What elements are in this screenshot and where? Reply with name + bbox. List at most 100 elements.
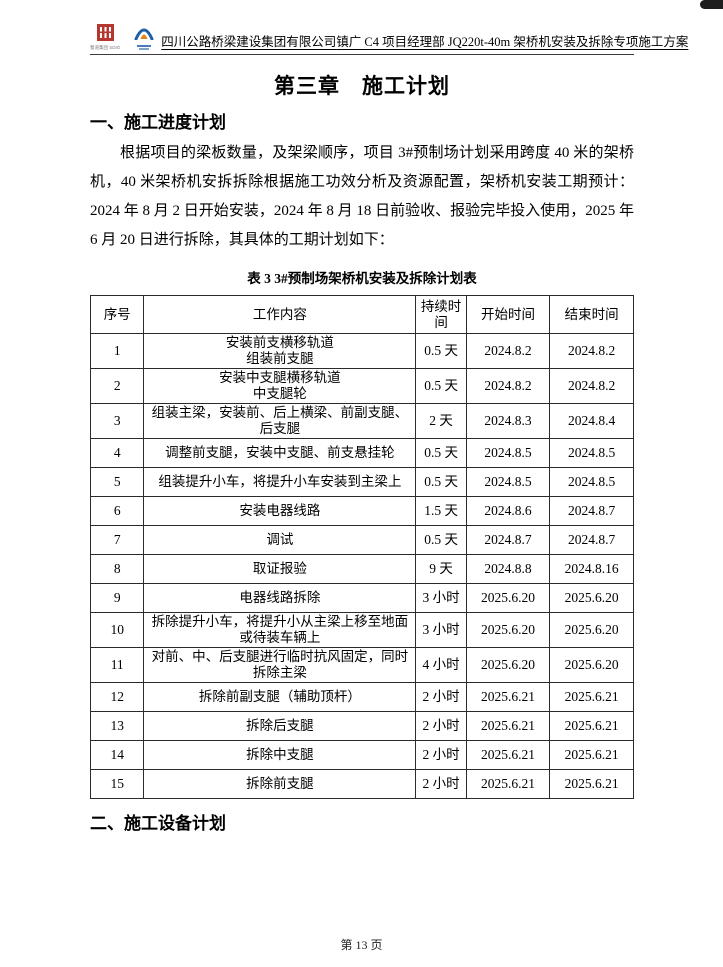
row-number-cell: 5 (89, 467, 145, 497)
work-content-cell: 安装电器线路 (143, 496, 417, 526)
work-content-cell: 取证报验 (143, 554, 417, 584)
duration-cell: 0.5 天 (415, 438, 467, 468)
column-header: 开始时间 (465, 295, 551, 334)
column-header: 持续时间 (415, 295, 467, 334)
section-heading-equipment: 二、施工设备计划 (90, 814, 226, 833)
row-number-cell: 3 (89, 403, 145, 439)
end-date-cell: 2025.6.20 (549, 647, 634, 683)
end-date-cell: 2024.8.7 (549, 525, 634, 555)
work-content-cell: 拆除后支腿 (143, 711, 417, 741)
table-caption: 表 3 3#预制场架桥机安装及拆除计划表 (247, 271, 477, 286)
work-content-cell: 安装中支腿横移轨道 中支腿轮 (143, 368, 417, 404)
start-date-cell: 2025.6.21 (465, 740, 551, 770)
row-number-cell: 7 (89, 525, 145, 555)
start-date-cell: 2025.6.20 (465, 583, 551, 613)
table-row: 9 电器线路拆除 3 小时 2025.6.20 2025.6.20 (89, 583, 634, 613)
row-number-cell: 10 (89, 612, 145, 648)
schedule-table-body: 1 安装前支横移轨道 组装前支腿 0.5 天 2024.8.2 2024.8.2 2 安装中… (89, 333, 634, 799)
start-date-cell: 2024.8.5 (465, 438, 551, 468)
spmb-logo-block (134, 24, 154, 50)
end-date-cell: 2025.6.21 (549, 682, 634, 712)
duration-cell: 3 小时 (415, 612, 467, 648)
document-page: 蜀道集团 SDIG 四川公路桥梁建设集团有限公司 镇广 C4 项目经理部 JQ2… (89, 23, 688, 833)
duration-cell: 2 小时 (415, 711, 467, 741)
duration-cell: 9 天 (415, 554, 467, 584)
duration-cell: 0.5 天 (415, 333, 467, 369)
duration-cell: 3 小时 (415, 583, 467, 613)
sdig-logo-icon (96, 23, 114, 45)
start-date-cell: 2024.8.6 (465, 496, 551, 526)
duration-cell: 2 小时 (415, 682, 467, 712)
start-date-cell: 2025.6.20 (465, 647, 551, 683)
duration-cell: 1.5 天 (415, 496, 467, 526)
table-row: 8 取证报验 9 天 2024.8.8 2024.8.16 (89, 554, 634, 584)
header-text: 四川公路桥梁建设集团有限公司 镇广 C4 项目经理部 JQ220t-40m 架桥… (161, 31, 688, 50)
work-content-cell: 调试 (143, 525, 417, 555)
start-date-cell: 2024.8.3 (465, 403, 551, 439)
duration-cell: 0.5 天 (415, 467, 467, 497)
table-row: 6 安装电器线路 1.5 天 2024.8.6 2024.8.7 (89, 496, 634, 526)
row-number-cell: 14 (89, 740, 145, 770)
column-header: 结束时间 (549, 295, 634, 334)
end-date-cell: 2024.8.2 (549, 368, 634, 404)
table-row: 11 对前、中、后支腿进行临时抗风固定，同时 拆除主梁 4 小时 2025.6.20 2… (89, 647, 634, 683)
start-date-cell: 2025.6.21 (465, 769, 551, 799)
end-date-cell: 2024.8.7 (549, 496, 634, 526)
duration-cell: 2 小时 (415, 740, 467, 770)
table-row: 2 安装中支腿横移轨道 中支腿轮 0.5 天 2024.8.2 2024.8.2 (89, 368, 634, 404)
start-date-cell: 2024.8.2 (465, 333, 551, 369)
work-content-cell: 安装前支横移轨道 组装前支腿 (143, 333, 417, 369)
duration-cell: 2 小时 (415, 769, 467, 799)
duration-cell: 0.5 天 (415, 368, 467, 404)
column-header: 序号 (89, 295, 145, 334)
sdig-logo-block: 蜀道集团 SDIG (90, 23, 121, 51)
work-content-cell: 对前、中、后支腿进行临时抗风固定，同时 拆除主梁 (143, 647, 417, 683)
row-number-cell: 2 (89, 368, 145, 404)
work-content-cell: 拆除前支腿 (143, 769, 417, 799)
end-date-cell: 2025.6.21 (549, 740, 634, 770)
row-number-cell: 4 (89, 438, 145, 468)
page-number: 第 13 页 (340, 938, 383, 952)
end-date-cell: 2025.6.20 (549, 583, 634, 613)
end-date-cell: 2024.8.5 (549, 438, 634, 468)
end-date-cell: 2025.6.20 (549, 612, 634, 648)
start-date-cell: 2024.8.5 (465, 467, 551, 497)
row-number-cell: 12 (89, 682, 145, 712)
spmb-logo-icon (134, 24, 154, 44)
row-number-cell: 6 (89, 496, 145, 526)
corner-widget[interactable] (700, 0, 723, 9)
work-content-cell: 组装提升小车，将提升小车安装到主梁上 (143, 467, 417, 497)
section-heading-progress: 一、施工进度计划 (90, 113, 226, 132)
start-date-cell: 2024.8.8 (465, 554, 551, 584)
intro-paragraph: 根据项目的梁板数量，及架梁顺序，项目 3#预制场计划采用跨度 40 米的架桥机，… (90, 145, 634, 248)
table-row: 3 组装主梁，安装前、后上横梁、前副支腿、 后支腿 2 天 2024.8.3 2024.… (89, 403, 634, 439)
row-number-cell: 13 (89, 711, 145, 741)
row-number-cell: 11 (89, 647, 145, 683)
header-doc-title: 镇广 C4 项目经理部 JQ220t-40m 架桥机安装及拆除专项施工方案 (336, 34, 689, 49)
end-date-cell: 2024.8.4 (549, 403, 634, 439)
end-date-cell: 2025.6.21 (549, 711, 634, 741)
work-content-cell: 电器线路拆除 (143, 583, 417, 613)
work-content-cell: 组装主梁，安装前、后上横梁、前副支腿、 后支腿 (143, 403, 417, 439)
end-date-cell: 2024.8.16 (549, 554, 634, 584)
work-content-cell: 拆除提升小车，将提升小从主梁上移至地面 或待装车辆上 (143, 612, 417, 648)
table-row: 13 拆除后支腿 2 小时 2025.6.21 2025.6.21 (89, 711, 634, 741)
work-content-cell: 调整前支腿，安装中支腿、前支悬挂轮 (143, 438, 417, 468)
start-date-cell: 2025.6.20 (465, 612, 551, 648)
table-row: 15 拆除前支腿 2 小时 2025.6.21 2025.6.21 (89, 769, 634, 799)
work-content-cell: 拆除前副支腿（辅助顶杆） (143, 682, 417, 712)
table-row: 5 组装提升小车，将提升小车安装到主梁上 0.5 天 2024.8.5 2024.8.5 (89, 467, 634, 497)
sdig-logo-caption: 蜀道集团 SDIG (90, 44, 121, 50)
table-row: 7 调试 0.5 天 2024.8.7 2024.8.7 (89, 525, 634, 555)
row-number-cell: 15 (89, 769, 145, 799)
start-date-cell: 2025.6.21 (465, 682, 551, 712)
start-date-cell: 2024.8.7 (465, 525, 551, 555)
page-header: 蜀道集团 SDIG 四川公路桥梁建设集团有限公司 镇广 C4 项目经理部 JQ2… (90, 23, 688, 55)
start-date-cell: 2025.6.21 (465, 711, 551, 741)
row-number-cell: 8 (89, 554, 145, 584)
spmb-logo-caption (137, 45, 152, 50)
table-row: 4 调整前支腿，安装中支腿、前支悬挂轮 0.5 天 2024.8.5 2024.8.5 (89, 438, 634, 468)
table-row: 1 安装前支横移轨道 组装前支腿 0.5 天 2024.8.2 2024.8.2 (89, 333, 634, 369)
duration-cell: 0.5 天 (415, 525, 467, 555)
